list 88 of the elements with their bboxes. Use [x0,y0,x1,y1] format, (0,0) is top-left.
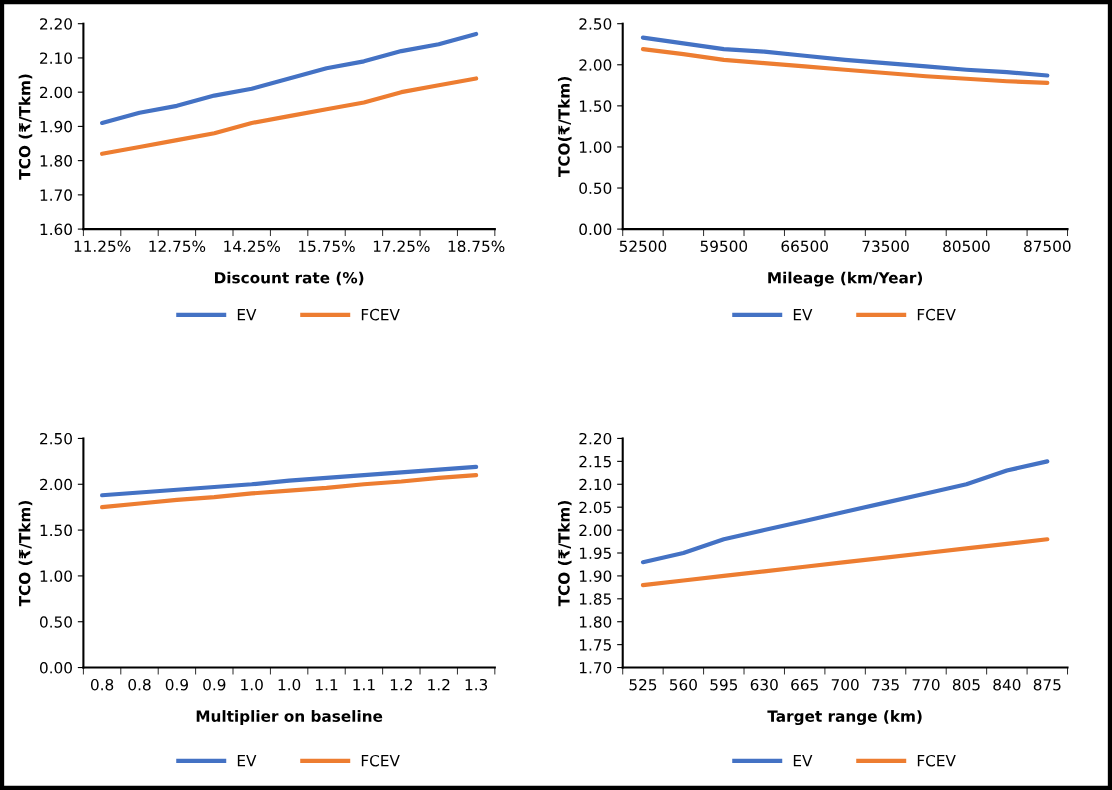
legend-label: EV [237,755,257,767]
legend-label: FCEV [361,308,400,321]
x-tick-label: 0.9 [203,678,226,691]
y-tick-label: 2.20 [579,432,612,445]
y-tick-label: 2.10 [579,478,612,491]
x-tick-label: 595 [710,678,738,691]
y-tick-label: 1.60 [40,223,72,236]
line-series [100,464,479,498]
x-tick-label: 805 [952,678,980,691]
y-tick-label: 2.50 [40,432,72,445]
y-tick-label: 1.90 [40,120,72,133]
x-tick-label: 665 [791,678,818,691]
y-tick-label: 0.00 [39,662,72,674]
x-tick-label: 1.1 [353,679,375,691]
x-tick-label: 11.25% [74,240,131,253]
y-tick-label: 1.75 [579,639,611,651]
x-tick-label: 700 [831,678,859,691]
x-tick-label: 1.0 [241,678,263,691]
legend-label: FCEV [917,754,956,767]
x-tick-label: 0.8 [90,678,114,691]
x-tick-label: 630 [750,678,778,691]
line-series [640,537,1050,588]
y-axis-title: TCO (₹/Tkm) [557,501,572,607]
line-series [100,473,479,510]
y-tick-label: 2.10 [40,52,72,64]
line-series [100,76,479,156]
x-axis-title: Discount rate (%) [215,271,364,286]
x-tick-label: 875 [1033,678,1061,691]
y-axis-title: TCO (₹/Tkm) [18,74,33,180]
x-tick-label: 14.25% [224,240,280,253]
x-tick-label: 87500 [1024,240,1071,253]
y-tick-label: 2.15 [579,455,611,468]
x-tick-label: 66500 [781,240,828,253]
y-tick-label: 1.70 [579,662,612,674]
x-tick-label: 525 [629,678,657,691]
x-tick-label: 1.3 [465,678,488,691]
x-tick-label: 1.1 [316,679,338,691]
y-tick-label: 1.00 [579,141,612,153]
y-tick-label: 1.00 [40,570,72,582]
y-tick-label: 1.50 [40,524,72,537]
y-tick-label: 1.70 [40,189,72,201]
y-axis-title: TCO(₹/Tkm) [557,77,572,177]
x-tick-label: 560 [669,678,697,691]
x-tick-label: 735 [872,678,899,691]
x-tick-label: 0.8 [128,678,151,691]
x-tick-label: 18.75% [448,240,505,253]
y-tick-label: 0.50 [39,616,72,628]
x-tick-label: 17.25% [373,240,430,253]
y-tick-label: 2.05 [579,501,611,514]
y-tick-label: 0.00 [579,223,612,236]
y-tick-label: 2.20 [40,18,72,30]
line-series [640,459,1050,565]
legend-label: EV [237,309,257,321]
x-axis-title: Multiplier on baseline [196,710,383,725]
y-tick-label: 1.80 [579,616,612,628]
y-tick-label: 1.50 [579,100,612,112]
y-tick-label: 1.95 [579,547,611,560]
x-tick-label: 73500 [862,240,909,253]
x-axis-title: Target range (km) [767,710,922,726]
legend-label: EV [793,755,813,767]
y-tick-label: 1.90 [579,570,612,582]
legend-label: EV [793,309,813,321]
y-axis-title: TCO (₹/Tkm) [18,501,33,607]
x-tick-label: 12.75% [149,240,206,253]
x-tick-label: 770 [912,678,940,691]
x-tick-label: 1.0 [278,678,301,691]
y-tick-label: 2.50 [579,18,612,30]
legend-label: FCEV [917,308,956,321]
x-axis-title: Mileage (km/Year) [768,271,923,287]
y-tick-label: 2.00 [40,86,72,99]
y-tick-label: 2.00 [579,59,612,71]
y-tick-label: 1.80 [40,155,72,167]
x-tick-label: 15.75% [299,240,355,253]
x-tick-label: 1.2 [428,678,450,691]
y-tick-label: 2.00 [40,478,72,491]
x-tick-label: 80500 [943,240,990,253]
line-series [640,47,1050,85]
y-tick-label: 2.00 [579,524,612,537]
line-series [100,31,479,126]
x-tick-label: 52500 [619,240,667,253]
y-tick-label: 0.50 [579,182,612,195]
x-tick-label: 840 [993,678,1021,691]
line-series [640,35,1050,78]
legend-label: FCEV [361,754,400,767]
x-tick-label: 0.9 [165,678,188,691]
x-tick-label: 1.2 [390,678,412,691]
y-tick-label: 1.85 [579,593,611,605]
x-tick-label: 59500 [700,240,748,253]
